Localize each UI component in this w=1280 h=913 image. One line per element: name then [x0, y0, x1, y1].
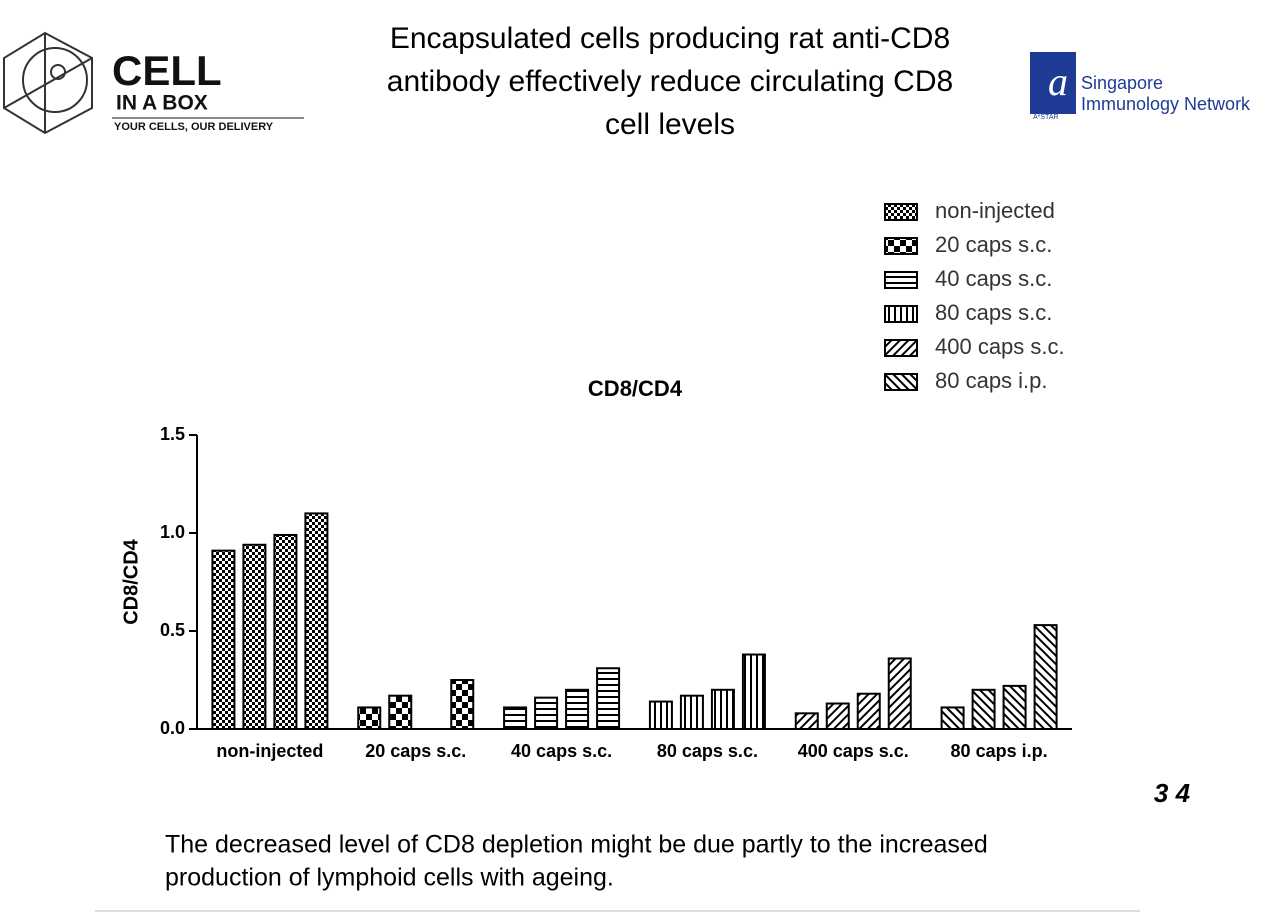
bar — [940, 706, 965, 731]
bar — [679, 694, 704, 730]
right-logo: a A*STAR Singapore Immunology Network — [1030, 52, 1251, 121]
y-tick-label: 0.5 — [160, 620, 185, 640]
bar — [450, 679, 475, 730]
bar — [887, 657, 912, 730]
bar — [825, 702, 850, 731]
legend-swatch — [884, 271, 918, 289]
logo-text: CELL — [112, 47, 222, 94]
logo-text: Immunology Network — [1081, 94, 1251, 114]
bar — [596, 667, 621, 730]
bar — [534, 696, 559, 731]
slide-title: cell levels — [605, 108, 735, 141]
left-logo: CELL IN A BOX YOUR CELLS, OUR DELIVERY — [3, 31, 304, 135]
legend-label: 20 caps s.c. — [935, 232, 1052, 257]
logo-text: Singapore — [1081, 73, 1163, 93]
x-tick-label: 20 caps s.c. — [365, 741, 466, 761]
legend-swatch — [884, 305, 918, 323]
chart-title: CD8/CD4 — [588, 376, 683, 401]
legend-label: 80 caps s.c. — [935, 300, 1052, 325]
bar — [856, 692, 881, 730]
slide-title: Encapsulated cells producing rat anti-CD… — [390, 22, 950, 55]
caption: The decreased level of CD8 depletion mig… — [165, 831, 988, 859]
x-tick-label: 40 caps s.c. — [511, 741, 612, 761]
bar — [741, 653, 766, 731]
x-tick-label: 80 caps s.c. — [657, 741, 758, 761]
x-tick-label: non-injected — [216, 741, 323, 761]
legend-swatch — [884, 373, 918, 391]
svg-text:a: a — [1048, 59, 1068, 104]
bar — [503, 706, 528, 731]
y-tick-label: 1.0 — [160, 522, 185, 542]
x-tick-label: 80 caps i.p. — [951, 741, 1048, 761]
y-tick-label: 1.5 — [160, 424, 185, 444]
page-number: 3 4 — [1154, 778, 1191, 808]
bar — [211, 549, 236, 731]
bar — [565, 688, 590, 730]
bar — [971, 688, 996, 730]
legend-label: 400 caps s.c. — [935, 334, 1065, 359]
logo-text: A*STAR — [1033, 114, 1059, 121]
legend-swatch — [884, 203, 918, 221]
bar — [304, 512, 329, 731]
logo-text: IN A BOX — [116, 92, 208, 115]
bar — [273, 533, 298, 731]
legend-swatch — [884, 339, 918, 357]
legend-label: 40 caps s.c. — [935, 266, 1052, 291]
x-tick-label: 400 caps s.c. — [798, 741, 909, 761]
legend-swatch — [884, 237, 918, 255]
bar — [242, 543, 267, 731]
bar — [1033, 624, 1058, 730]
bar — [357, 706, 382, 731]
bar — [648, 700, 673, 730]
bar — [1002, 684, 1027, 731]
logo-tagline: YOUR CELLS, OUR DELIVERY — [114, 121, 274, 133]
bar — [388, 694, 413, 730]
y-axis-label: CD8/CD4 — [120, 538, 142, 624]
y-tick-label: 0.0 — [160, 718, 185, 738]
caption: production of lymphoid cells with ageing… — [165, 864, 614, 892]
bar — [794, 712, 819, 731]
bar — [710, 688, 735, 730]
legend-label: non-injected — [935, 198, 1055, 223]
slide-title: antibody effectively reduce circulating … — [387, 65, 953, 98]
legend-label: 80 caps i.p. — [935, 368, 1048, 393]
